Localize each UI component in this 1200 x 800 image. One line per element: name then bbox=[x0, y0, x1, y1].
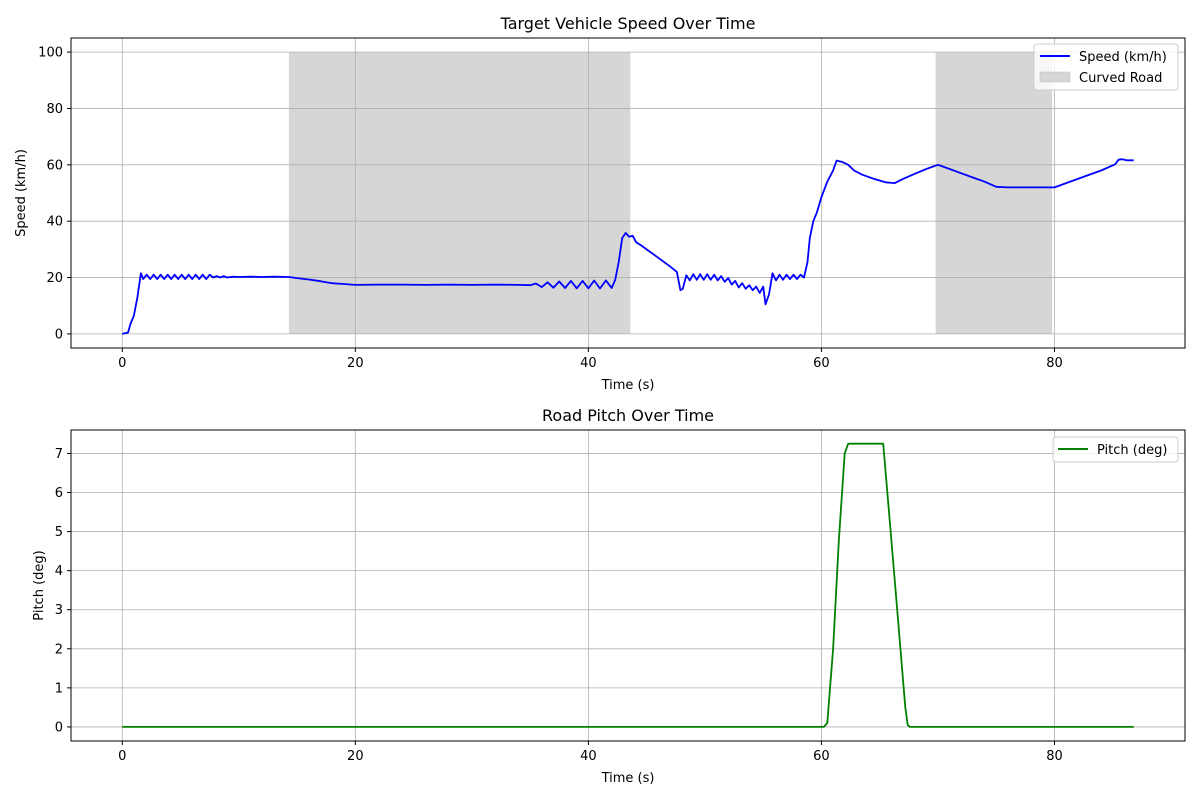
y-tick-label: 3 bbox=[55, 603, 63, 618]
pitch-chart-legend: Pitch (deg) bbox=[1052, 436, 1179, 463]
legend-label-pitch: Pitch (deg) bbox=[1097, 443, 1167, 458]
x-tick-label: 20 bbox=[347, 356, 364, 371]
speed-chart: Target Vehicle Speed Over Time 0 20 40 60 80… bbox=[14, 14, 1186, 393]
y-tick-label: 60 bbox=[46, 158, 63, 173]
speed-chart-axes-frame bbox=[70, 37, 1186, 349]
pitch-chart-y-axis-label: Pitch (deg) bbox=[32, 550, 47, 620]
y-tick-label: 40 bbox=[46, 215, 63, 230]
x-tick-label: 0 bbox=[118, 749, 126, 764]
x-tick-label: 40 bbox=[580, 749, 597, 764]
pitch-chart: Road Pitch Over Time 0 20 40 60 80 0 1 2 3 4 5 6 7 T… bbox=[32, 406, 1186, 786]
legend-label-speed: Speed (km/h) bbox=[1079, 50, 1167, 65]
y-tick-label: 1 bbox=[55, 681, 63, 696]
speed-chart-grid bbox=[71, 38, 1185, 348]
speed-chart-series bbox=[122, 158, 1134, 335]
y-tick-label: 7 bbox=[55, 447, 63, 462]
pitch-chart-axes-frame bbox=[70, 429, 1186, 742]
y-tick-label: 6 bbox=[55, 486, 63, 501]
x-tick-label: 60 bbox=[813, 356, 830, 371]
speed-chart-x-axis-label: Time (s) bbox=[601, 378, 655, 393]
pitch-chart-series bbox=[122, 442, 1134, 728]
y-tick-label: 100 bbox=[38, 46, 63, 61]
x-tick-label: 80 bbox=[1046, 749, 1063, 764]
pitch-chart-title: Road Pitch Over Time bbox=[542, 406, 714, 425]
legend-swatch-curved-road bbox=[1039, 71, 1071, 83]
y-tick-label: 80 bbox=[46, 102, 63, 117]
x-tick-label: 20 bbox=[347, 749, 364, 764]
x-tick-label: 60 bbox=[813, 749, 830, 764]
pitch-chart-legend-box bbox=[1052, 436, 1179, 463]
y-tick-label: 5 bbox=[55, 525, 63, 540]
speed-chart-title: Target Vehicle Speed Over Time bbox=[500, 14, 756, 33]
curved-road-regions bbox=[288, 52, 1053, 334]
x-tick-label: 80 bbox=[1046, 356, 1063, 371]
speed-chart-legend: Speed (km/h) Curved Road bbox=[1033, 43, 1179, 91]
curved-road-region-1 bbox=[288, 52, 631, 334]
y-tick-label: 0 bbox=[55, 327, 63, 342]
x-tick-label: 0 bbox=[118, 356, 126, 371]
y-tick-label: 20 bbox=[46, 271, 63, 286]
series-line-speed bbox=[122, 158, 1134, 335]
pitch-chart-x-axis-label: Time (s) bbox=[601, 771, 655, 786]
speed-chart-ticks: 0 20 40 60 80 0 20 40 60 80 100 bbox=[38, 46, 1063, 371]
legend-label-curved-road: Curved Road bbox=[1079, 71, 1162, 86]
y-tick-label: 4 bbox=[55, 564, 63, 579]
y-tick-label: 2 bbox=[55, 642, 63, 657]
pitch-chart-ticks: 0 20 40 60 80 0 1 2 3 4 5 6 7 bbox=[55, 447, 1063, 764]
series-line-pitch bbox=[122, 442, 1134, 728]
y-tick-label: 0 bbox=[55, 720, 63, 735]
x-tick-label: 40 bbox=[580, 356, 597, 371]
curved-road-region-2 bbox=[935, 52, 1053, 334]
speed-chart-y-axis-label: Speed (km/h) bbox=[14, 149, 29, 237]
